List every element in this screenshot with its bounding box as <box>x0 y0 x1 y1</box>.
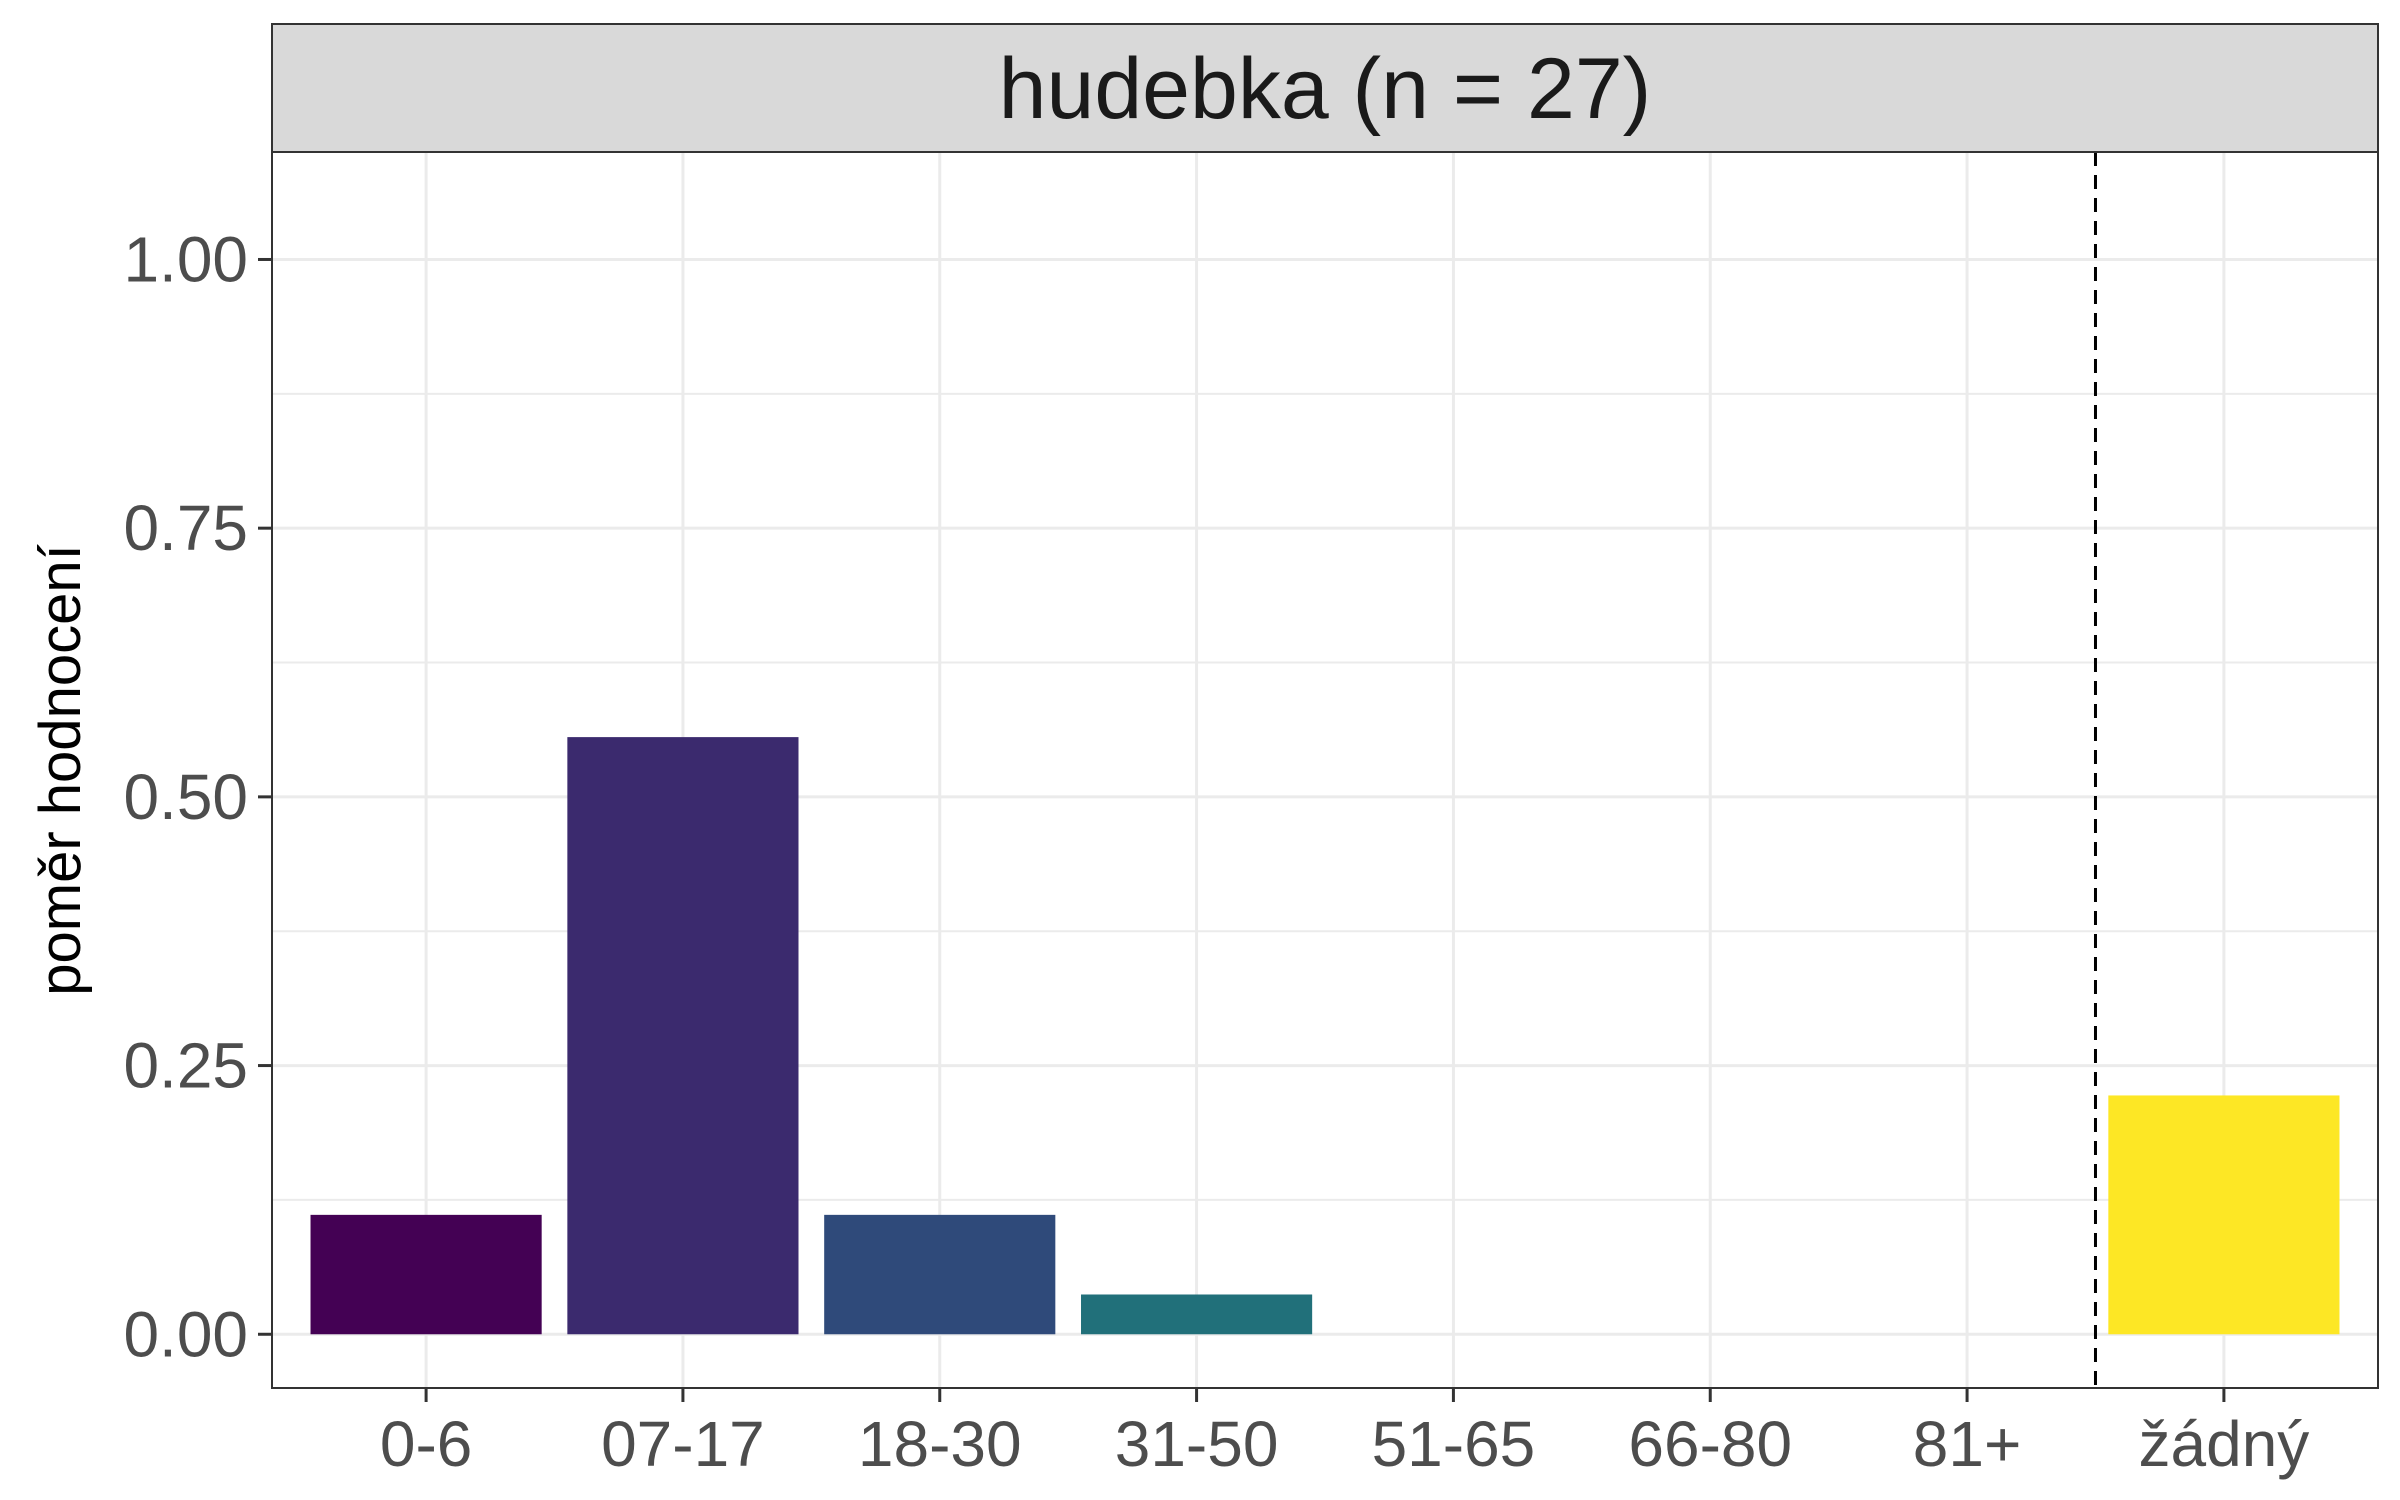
bar-31-50 <box>1081 1294 1313 1335</box>
y-tick-label: 0.75 <box>123 492 248 564</box>
x-tick-label: 0-6 <box>380 1408 473 1480</box>
bar-07-17 <box>567 737 799 1335</box>
x-tick-label: 51-65 <box>1372 1408 1536 1480</box>
bar-18-30 <box>824 1214 1056 1335</box>
y-tick-label: 0.50 <box>123 761 248 833</box>
y-tick-label: 0.00 <box>123 1298 248 1370</box>
x-tick-label: 66-80 <box>1628 1408 1792 1480</box>
y-tick-label: 0.25 <box>123 1030 248 1102</box>
x-tick-label: 81+ <box>1913 1408 2022 1480</box>
y-axis-ticks: 0.00 0.25 0.50 0.75 1.00 <box>123 223 272 1370</box>
facet-strip-background <box>271 23 2379 153</box>
bar-0-6 <box>310 1214 542 1335</box>
bar-žádný <box>2108 1095 2340 1335</box>
x-tick-label: 07-17 <box>601 1408 765 1480</box>
x-tick-label: 18-30 <box>858 1408 1022 1480</box>
x-axis-ticks: 0-6 07-17 18-30 31-50 51-65 66-80 81+ žádný <box>380 1388 2309 1480</box>
y-tick-label: 1.00 <box>123 223 248 295</box>
x-tick-label: žádný <box>2139 1408 2310 1480</box>
bars <box>310 737 2340 1335</box>
x-tick-label: 31-50 <box>1115 1408 1279 1480</box>
y-axis-title: poměr hodnocení <box>28 544 93 995</box>
facet-title: hudebka (n = 27) <box>999 41 1652 137</box>
plot-panel <box>271 151 2379 1389</box>
facet-strip: hudebka (n = 27) <box>271 23 2379 153</box>
